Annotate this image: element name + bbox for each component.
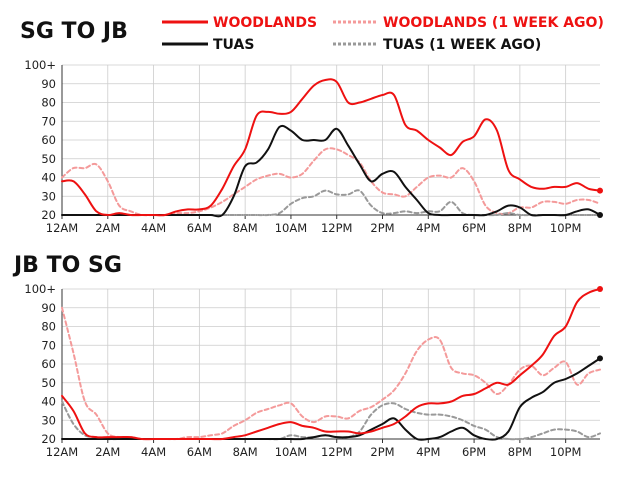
y-tick-label: 90 bbox=[41, 301, 56, 315]
legend-label-tuas: TUAS bbox=[213, 37, 254, 53]
x-tick-label: 6PM bbox=[462, 445, 486, 459]
series-end-point-tuas bbox=[597, 355, 603, 362]
y-tick-label: 30 bbox=[41, 189, 56, 203]
x-tick-label: 8PM bbox=[508, 445, 532, 459]
y-tick-label: 40 bbox=[41, 171, 56, 185]
x-tick-label: 6PM bbox=[462, 221, 486, 235]
legend-label-woodlands: WOODLANDS bbox=[213, 15, 317, 31]
series-line-woodlands-1-week-ago bbox=[61, 306, 601, 441]
y-tick-label: 100+ bbox=[24, 282, 56, 296]
y-tick-label: 90 bbox=[41, 77, 56, 91]
y-tick-label: 30 bbox=[41, 413, 56, 427]
y-tick-label: 80 bbox=[41, 96, 56, 110]
x-tick-label: 8AM bbox=[233, 221, 258, 235]
x-tick-label: 2PM bbox=[370, 445, 394, 459]
y-tick-label: 50 bbox=[41, 376, 56, 390]
legend: WOODLANDS TUAS WOODLANDS (1 WEEK AGO) TU… bbox=[162, 15, 604, 53]
plot-sg-to-jb: 20 30 40 50 60 70 80 90 100+ 12AM 2AM 4AM 6AM 8AM 10AM… bbox=[24, 58, 603, 235]
x-tick-label: 10PM bbox=[550, 221, 582, 235]
y-tick-label: 70 bbox=[41, 338, 56, 352]
x-tick-label: 12PM bbox=[321, 445, 353, 459]
x-tick-label: 12AM bbox=[46, 221, 78, 235]
x-tick-label: 8PM bbox=[508, 221, 532, 235]
series-line-woodlands bbox=[61, 288, 601, 441]
y-tick-label: 60 bbox=[41, 357, 56, 371]
series-line-woodlands-1-week-ago bbox=[61, 147, 601, 217]
x-tick-label: 8AM bbox=[233, 445, 258, 459]
x-tick-label: 6AM bbox=[187, 445, 212, 459]
series-line-tuas-1-week-ago bbox=[61, 189, 601, 217]
x-tick-label: 4AM bbox=[141, 445, 166, 459]
legend-label-woodlands-1-week-ago: WOODLANDS (1 WEEK AGO) bbox=[383, 15, 604, 31]
y-tick-label: 60 bbox=[41, 133, 56, 147]
chart-title-sg-to-jb: SG TO JB bbox=[20, 19, 128, 44]
plot-jb-to-sg: 20 30 40 50 60 70 80 90 100+ 12AM 2AM 4AM 6AM 8AM 10AM… bbox=[24, 282, 603, 459]
x-tick-label: 2PM bbox=[370, 221, 394, 235]
y-tick-label: 50 bbox=[41, 152, 56, 166]
x-tick-label: 2AM bbox=[95, 445, 120, 459]
x-tick-label: 4PM bbox=[416, 221, 440, 235]
x-tick-label: 10AM bbox=[275, 445, 307, 459]
legend-label-tuas-1-week-ago: TUAS (1 WEEK AGO) bbox=[383, 37, 541, 53]
chart-title-jb-to-sg: JB TO SG bbox=[12, 253, 122, 278]
y-tick-label: 40 bbox=[41, 395, 56, 409]
series-line-tuas bbox=[61, 124, 601, 218]
y-tick-label: 20 bbox=[41, 432, 56, 446]
series-end-point-woodlands bbox=[597, 286, 603, 292]
y-tick-label: 70 bbox=[41, 114, 56, 128]
y-tick-label: 100+ bbox=[24, 58, 56, 72]
x-tick-label: 6AM bbox=[187, 221, 212, 235]
series-line-woodlands bbox=[61, 78, 601, 217]
series-end-point-woodlands bbox=[597, 187, 603, 194]
y-tick-label: 80 bbox=[41, 320, 56, 334]
x-tick-label: 4AM bbox=[141, 221, 166, 235]
x-tick-label: 12PM bbox=[321, 221, 353, 235]
y-tick-label: 20 bbox=[41, 208, 56, 222]
series-end-point-tuas bbox=[597, 212, 603, 218]
x-tick-label: 4PM bbox=[416, 445, 440, 459]
x-tick-label: 10AM bbox=[275, 221, 307, 235]
x-tick-label: 10PM bbox=[550, 445, 582, 459]
x-tick-label: 2AM bbox=[95, 221, 120, 235]
x-tick-label: 12AM bbox=[46, 445, 78, 459]
